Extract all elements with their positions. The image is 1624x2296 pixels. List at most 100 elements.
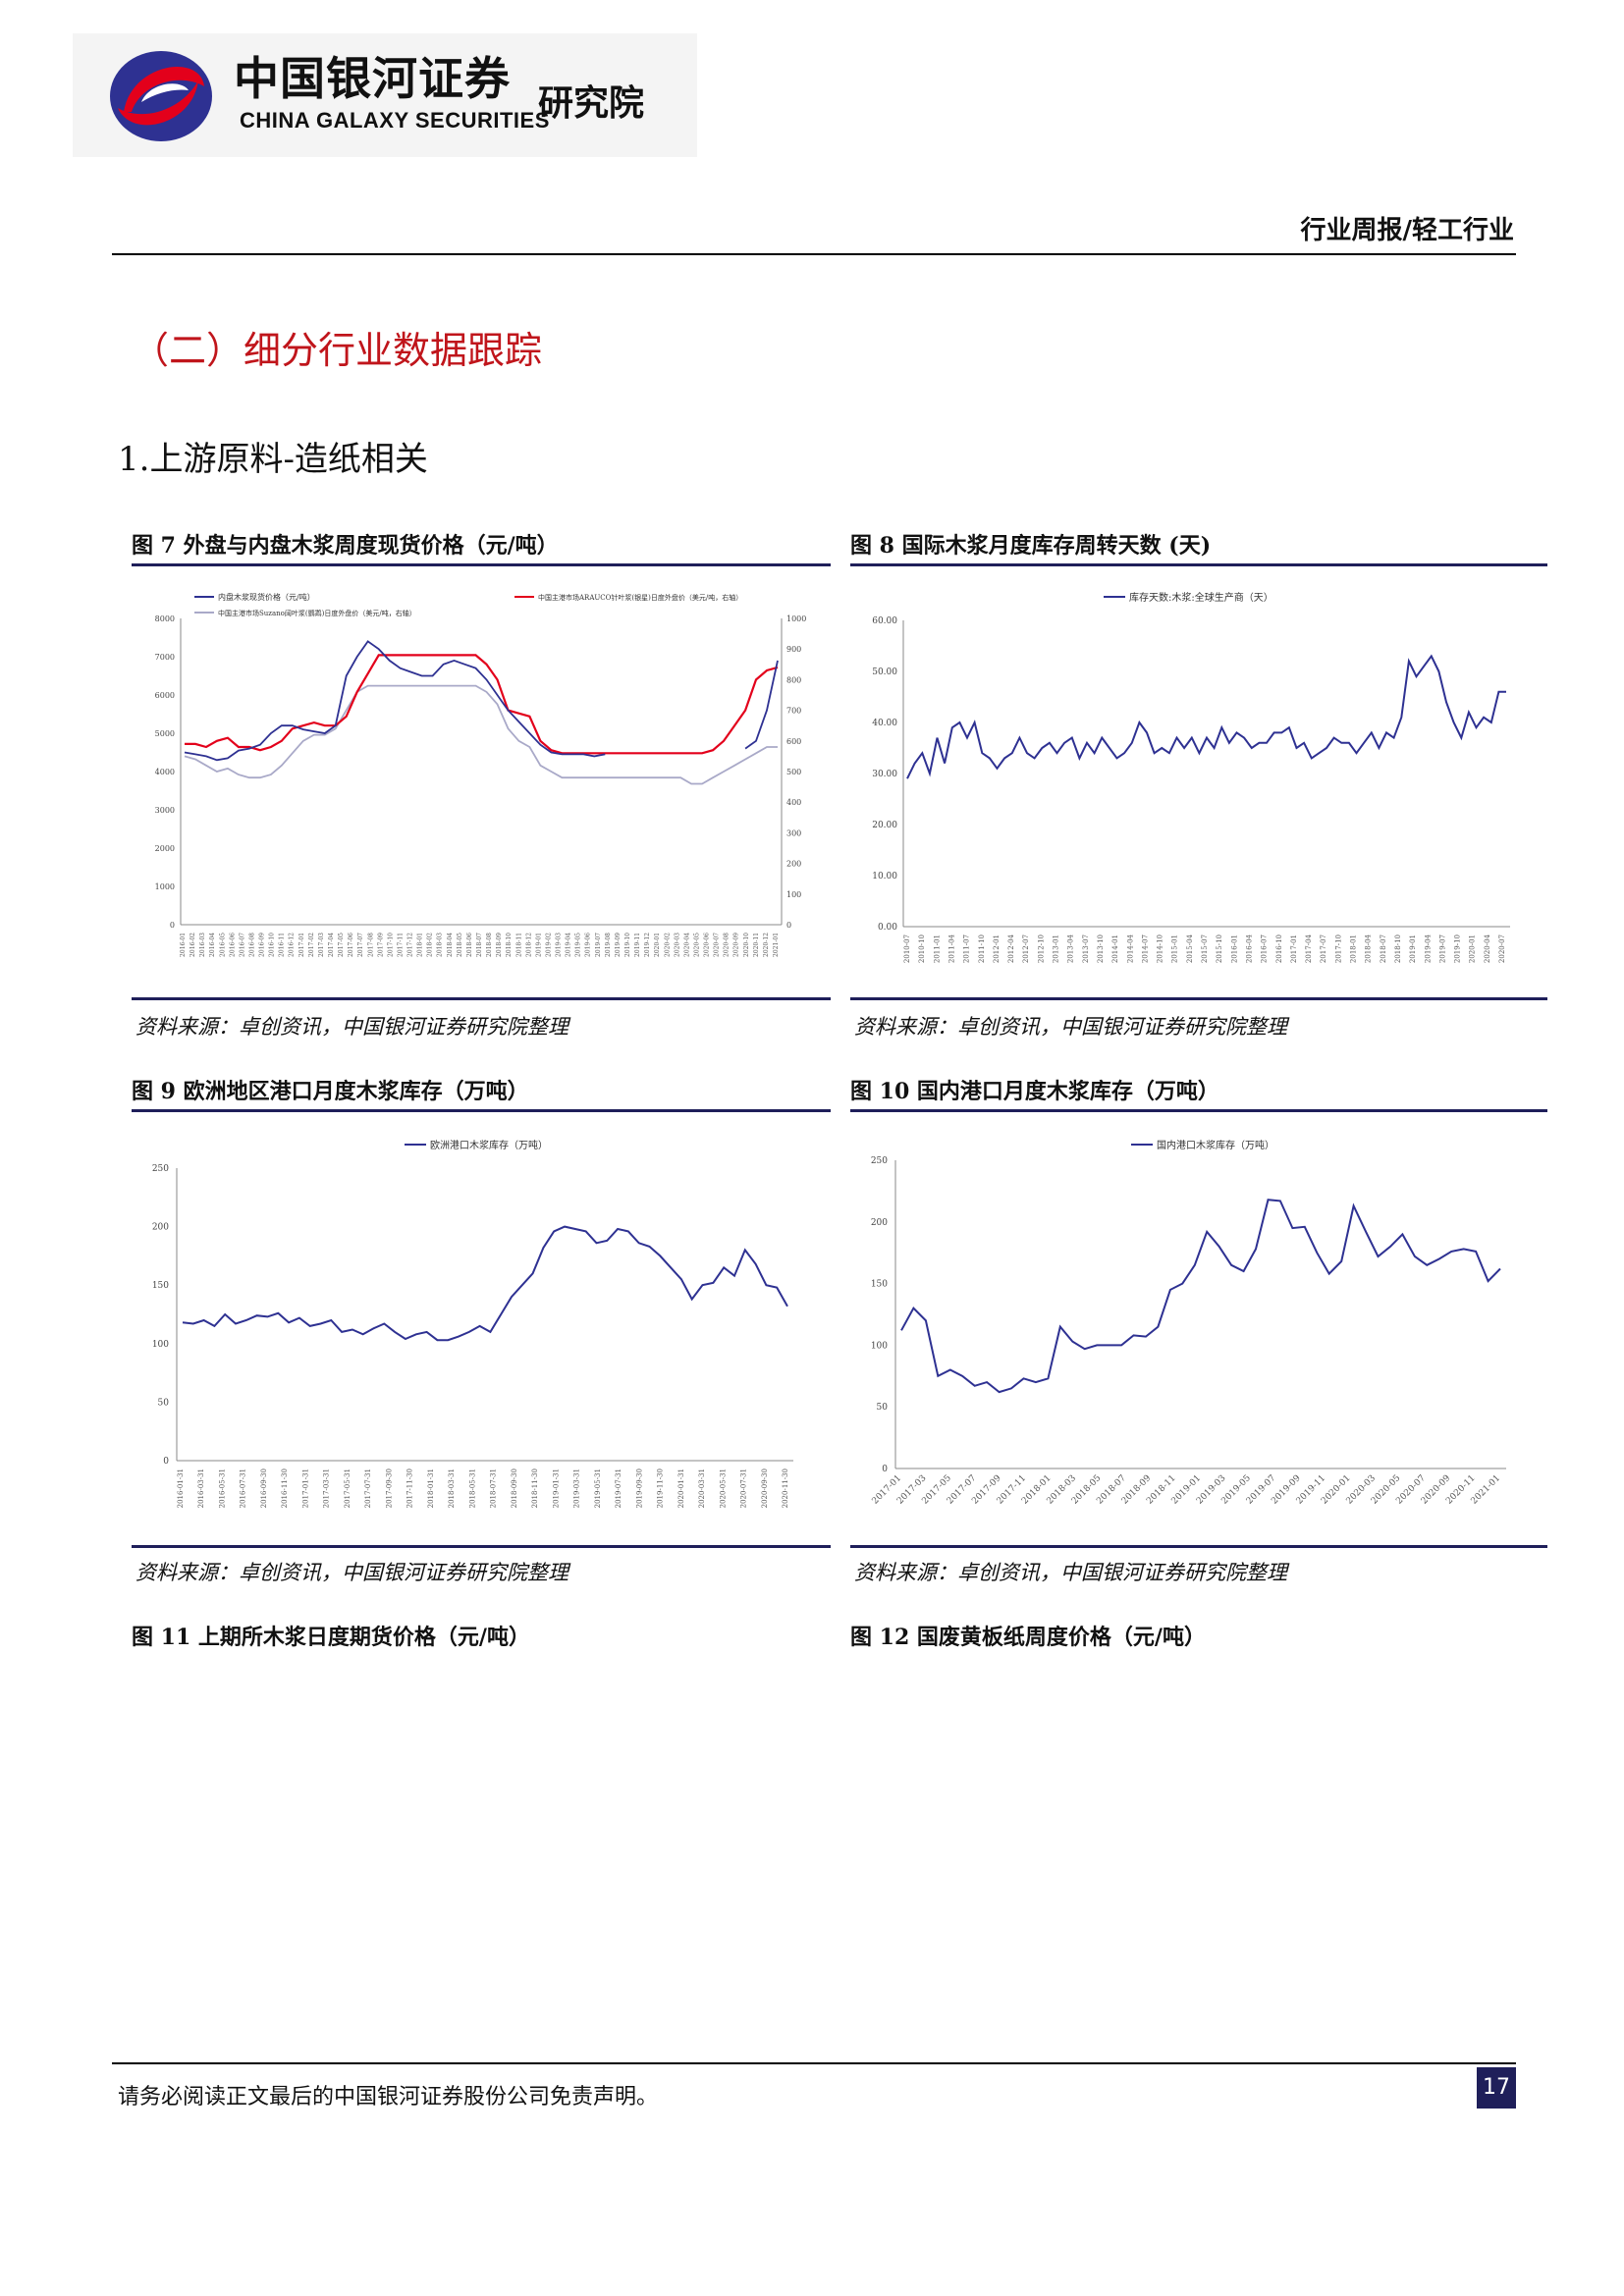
fig8-x-tick: 2014-07 bbox=[1141, 934, 1149, 963]
fig7-x-tick: 2019-07 bbox=[595, 933, 602, 957]
galaxy-logo-icon bbox=[110, 51, 212, 141]
fig9-y-tick: 100 bbox=[152, 1340, 169, 1350]
fig8-x-tick: 2011-01 bbox=[933, 934, 941, 963]
fig7-x-tick: 2017-06 bbox=[348, 933, 354, 957]
fig7-x-tick: 2016-01 bbox=[180, 933, 187, 957]
fig8-x-tick: 2015-01 bbox=[1171, 934, 1179, 963]
fig7-right-tick: 0 bbox=[786, 921, 791, 930]
fig7-x-tick: 2016-05 bbox=[219, 933, 226, 957]
fig7-left-tick: 8000 bbox=[155, 614, 175, 623]
fig7-top-rule bbox=[132, 563, 831, 566]
fig9-x-tick: 2018-09-30 bbox=[511, 1468, 518, 1508]
fig9-x-tick: 2017-03-31 bbox=[323, 1468, 331, 1508]
fig9-source: 资料来源：卓创资讯，中国银河证券研究院整理 bbox=[135, 1561, 568, 1584]
fig9-x-tick: 2020-05-31 bbox=[719, 1468, 727, 1508]
fig7-x-tick: 2018-12 bbox=[525, 933, 532, 957]
fig10-source: 资料来源：卓创资讯，中国银河证券研究院整理 bbox=[854, 1561, 1287, 1584]
fig10-y-tick: 0 bbox=[882, 1465, 888, 1474]
fig7-x-tick: 2019-03 bbox=[556, 933, 563, 957]
fig7-legend-label-3: 中国主港市场Suzano阔叶浆(鹦鹉)日度外盘价（美元/吨，右轴） bbox=[218, 609, 416, 617]
fig9-x-tick: 2016-01-31 bbox=[177, 1468, 185, 1508]
fig9-y-tick: 150 bbox=[152, 1281, 169, 1291]
fig7-x-tick: 2020-08 bbox=[724, 933, 731, 957]
fig7-right-tick: 400 bbox=[786, 798, 801, 807]
fig7-x-tick: 2018-09 bbox=[496, 933, 503, 957]
fig8-x-tick: 2017-01 bbox=[1290, 934, 1298, 963]
fig7-x-tick: 2016-09 bbox=[259, 933, 266, 957]
fig8-x-tick: 2012-04 bbox=[1007, 934, 1015, 963]
fig7-x-tick: 2019-08 bbox=[605, 933, 612, 957]
fig10-bottom-rule bbox=[850, 1545, 1547, 1548]
fig8-x-tick: 2014-01 bbox=[1111, 934, 1119, 963]
fig7-x-tick: 2016-06 bbox=[229, 933, 236, 957]
fig8-y-tick: 60.00 bbox=[872, 616, 897, 626]
fig7-x-tick: 2020-10 bbox=[743, 933, 750, 957]
fig7-x-tick: 2020-06 bbox=[704, 933, 711, 957]
fig9-x-tick: 2020-07-31 bbox=[740, 1468, 748, 1508]
fig9-top-rule bbox=[132, 1109, 831, 1112]
fig8-x-tick: 2017-04 bbox=[1305, 934, 1313, 963]
fig8-x-tick: 2011-04 bbox=[947, 934, 955, 963]
fig7-right-tick: 800 bbox=[786, 675, 801, 684]
fig8-x-tick: 2018-07 bbox=[1380, 934, 1387, 963]
header-divider bbox=[112, 253, 1516, 255]
fig7-x-tick: 2017-08 bbox=[367, 933, 374, 957]
fig8-y-tick: 40.00 bbox=[872, 719, 897, 728]
fig7-x-tick: 2016-10 bbox=[269, 933, 276, 957]
logo-institute: 研究院 bbox=[538, 83, 645, 124]
fig7-x-tick: 2019-11 bbox=[634, 933, 641, 957]
fig9-x-tick: 2016-03-31 bbox=[197, 1468, 205, 1508]
fig7-bottom-rule bbox=[132, 997, 831, 1000]
fig9-x-tick: 2018-07-31 bbox=[490, 1468, 498, 1508]
fig8-source: 资料来源：卓创资讯，中国银河证券研究院整理 bbox=[854, 1015, 1287, 1039]
fig8-x-tick: 2016-07 bbox=[1261, 934, 1269, 963]
fig8-x-tick: 2013-01 bbox=[1053, 934, 1060, 963]
fig10-legend-label: 国内港口木浆库存（万吨） bbox=[1157, 1139, 1274, 1151]
fig9-y-tick: 0 bbox=[163, 1457, 169, 1467]
fig10-y-tick: 200 bbox=[871, 1218, 888, 1228]
fig8-x-tick: 2018-04 bbox=[1365, 934, 1373, 963]
fig8-x-tick: 2019-10 bbox=[1454, 934, 1462, 963]
fig7-left-tick: 6000 bbox=[155, 691, 175, 700]
fig9-x-tick: 2017-11-30 bbox=[406, 1468, 414, 1508]
report-type: 行业周报/轻工行业 bbox=[1300, 216, 1515, 245]
fig7-right-tick: 200 bbox=[786, 860, 801, 869]
footer-divider bbox=[112, 2062, 1516, 2064]
fig8-x-tick: 2019-04 bbox=[1424, 934, 1432, 963]
fig7-x-tick: 2016-12 bbox=[289, 933, 296, 957]
fig9-title: 图 9 欧洲地区港口月度木浆库存（万吨） bbox=[132, 1079, 529, 1104]
fig7-right-tick: 600 bbox=[786, 737, 801, 746]
fig8-x-tick: 2013-04 bbox=[1067, 934, 1075, 963]
fig8-x-tick: 2020-01 bbox=[1469, 934, 1477, 963]
fig7-right-tick: 500 bbox=[786, 768, 801, 776]
fig8-y-tick: 10.00 bbox=[872, 872, 897, 881]
fig8-x-tick: 2020-07 bbox=[1498, 934, 1506, 963]
section-title: （二）细分行业数据跟踪 bbox=[132, 329, 543, 372]
footer-disclaimer: 请务必阅读正文最后的中国银河证券股份公司免责声明。 bbox=[118, 2085, 659, 2109]
fig9-x-tick: 2019-01-31 bbox=[552, 1468, 560, 1508]
fig8-x-tick: 2010-10 bbox=[918, 934, 926, 963]
fig8-x-tick: 2017-07 bbox=[1320, 934, 1327, 963]
fig7-x-tick: 2018-05 bbox=[457, 933, 463, 957]
fig7-left-tick: 4000 bbox=[155, 768, 175, 776]
fig8-x-tick: 2011-07 bbox=[963, 934, 971, 963]
fig8-y-tick: 30.00 bbox=[872, 770, 897, 779]
fig12-title: 图 12 国废黄板纸周度价格（元/吨） bbox=[850, 1625, 1206, 1650]
page-number: 17 bbox=[1477, 2067, 1516, 2109]
fig9-x-tick: 2017-09-30 bbox=[385, 1468, 393, 1508]
fig8-top-rule bbox=[850, 563, 1547, 566]
fig7-x-tick: 2018-08 bbox=[486, 933, 493, 957]
fig7-x-tick: 2019-12 bbox=[644, 933, 651, 957]
fig9-x-tick: 2016-07-31 bbox=[240, 1468, 247, 1508]
fig9-x-tick: 2019-07-31 bbox=[615, 1468, 623, 1508]
fig7-right-tick: 1000 bbox=[786, 614, 806, 623]
fig7-x-tick: 2016-08 bbox=[248, 933, 255, 957]
fig9-x-tick: 2020-01-31 bbox=[677, 1468, 685, 1508]
fig10-y-tick: 250 bbox=[871, 1156, 888, 1166]
fig10-y-tick: 150 bbox=[871, 1280, 888, 1290]
fig9-x-tick: 2020-09-30 bbox=[761, 1468, 769, 1508]
fig7-left-tick: 1000 bbox=[155, 882, 175, 891]
fig11-title: 图 11 上期所木浆日度期货价格（元/吨） bbox=[132, 1625, 530, 1650]
fig8-x-tick: 2015-10 bbox=[1216, 934, 1223, 963]
fig7-x-tick: 2020-07 bbox=[714, 933, 721, 957]
